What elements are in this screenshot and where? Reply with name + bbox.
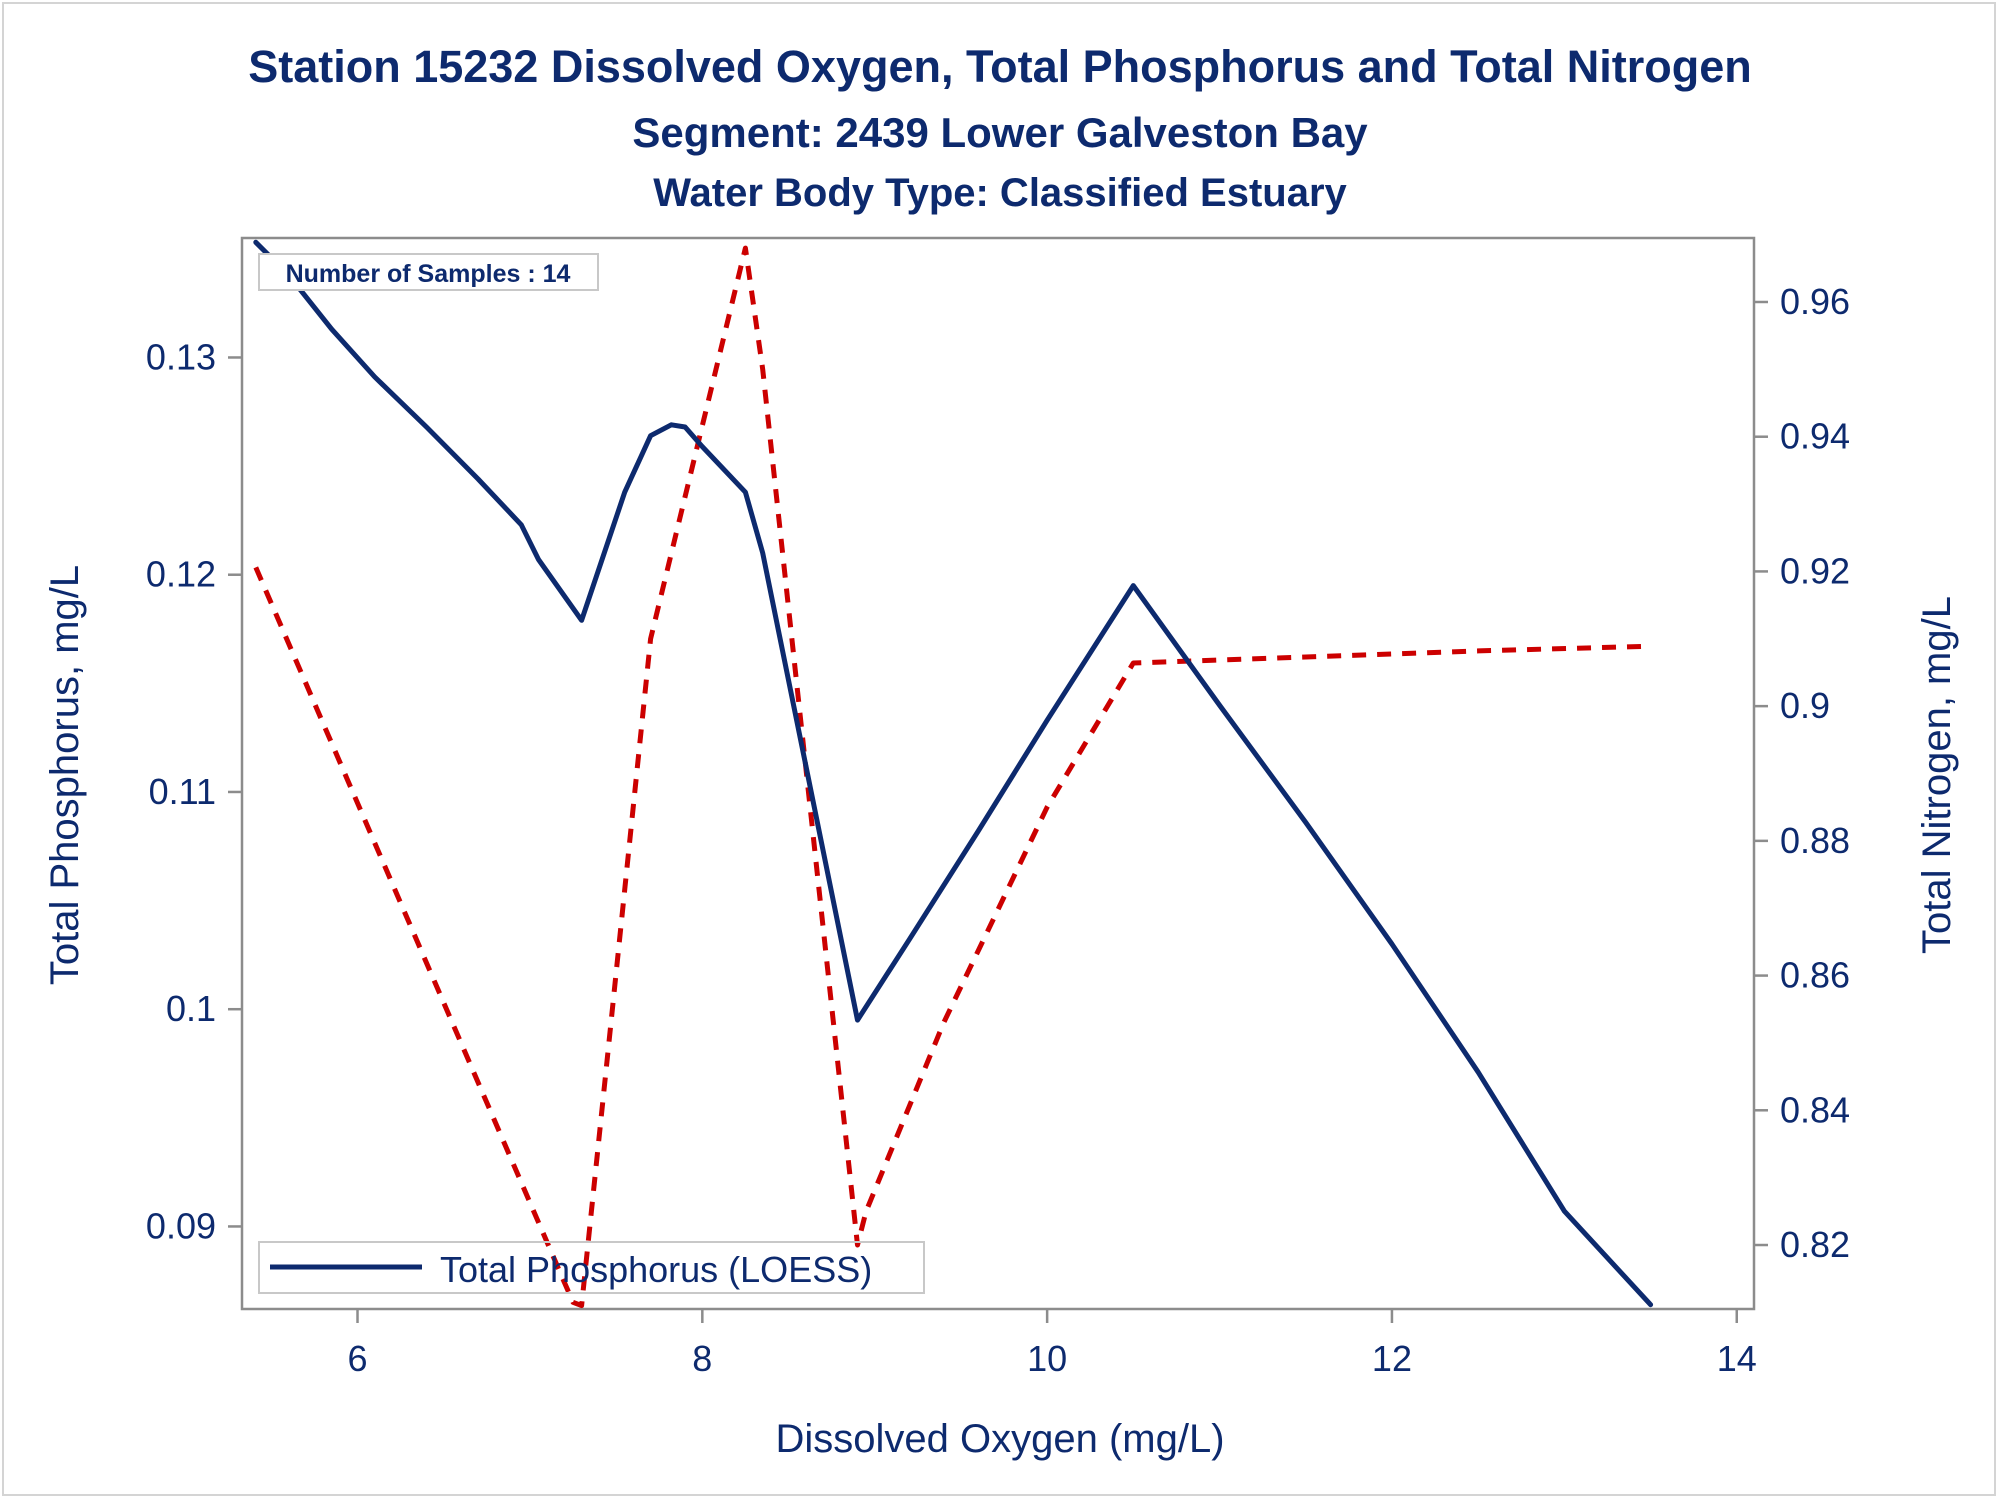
chart-title: Station 15232 Dissolved Oxygen, Total Ph…: [248, 41, 1752, 92]
plot-area: [240, 236, 1756, 1311]
y2-axis-label: Total Nitrogen, mg/L: [1915, 596, 1959, 954]
y-tick-label-0-11: 0.11: [149, 771, 216, 812]
series-line-total-nitrogen: [253, 245, 1651, 1309]
y2-tick-label-0-88: 0.88: [1780, 820, 1850, 861]
chart-subtitle: Segment: 2439 Lower Galveston Bay: [632, 109, 1368, 156]
legend-box: [258, 1241, 925, 1294]
x-axis-ticks: 6 8 10 12 14: [347, 1309, 1757, 1379]
y2-axis-ticks: 0.82 0.84 0.86 0.88 0.9 0.92 0.94 0.96: [1754, 281, 1850, 1265]
chart-subtitle-2: Water Body Type: Classified Estuary: [653, 171, 1347, 215]
y2-tick-label-0-82: 0.82: [1780, 1224, 1850, 1265]
y2-tick-label-0-92: 0.92: [1780, 550, 1850, 591]
y-tick-label-0-1: 0.1: [166, 988, 216, 1029]
y2-tick-label-0-94: 0.94: [1780, 416, 1850, 457]
y-axis-label: Total Phosphorus, mg/L: [43, 565, 87, 985]
y2-tick-label-0-86: 0.86: [1780, 955, 1850, 996]
y-axis-ticks: 0.09 0.1 0.11 0.12 0.13: [146, 336, 242, 1246]
y2-tick-label-0-96: 0.96: [1780, 281, 1850, 322]
x-tick-label-6: 6: [347, 1338, 367, 1379]
x-tick-label-12: 12: [1372, 1338, 1412, 1379]
y-tick-label-0-13: 0.13: [146, 336, 216, 377]
legend: Total Phosphorus (LOESS): [258, 1241, 925, 1294]
y-tick-label-0-09: 0.09: [146, 1205, 216, 1246]
sample-count-box: [258, 253, 599, 291]
y2-tick-label-0-9: 0.9: [1780, 685, 1830, 726]
legend-label-total-phosphorus: Total Phosphorus (LOESS): [440, 1249, 872, 1290]
x-tick-label-8: 8: [692, 1338, 712, 1379]
x-tick-label-10: 10: [1027, 1338, 1067, 1379]
series-line-total-phosphorus: [253, 239, 1654, 1308]
sample-count-annotation: Number of Samples : 14: [286, 260, 571, 288]
x-axis-label: Dissolved Oxygen (mg/L): [775, 1417, 1224, 1461]
y-tick-label-0-12: 0.12: [146, 554, 216, 595]
y2-tick-label-0-84: 0.84: [1780, 1089, 1850, 1130]
x-tick-label-14: 14: [1717, 1338, 1757, 1379]
